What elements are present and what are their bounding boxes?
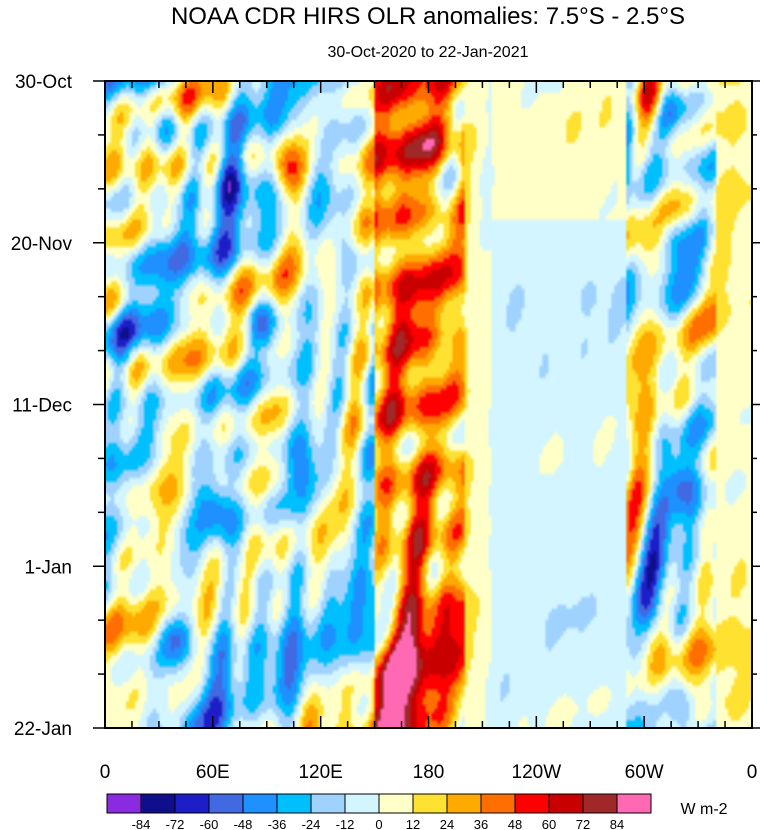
colorbar-swatch bbox=[106, 793, 142, 814]
colorbar-swatch bbox=[412, 793, 448, 814]
x-tick-label: 0 bbox=[100, 762, 111, 783]
colorbar-label: 12 bbox=[406, 817, 420, 830]
colorbar-swatch bbox=[480, 793, 516, 814]
colorbar-label: -72 bbox=[166, 817, 185, 830]
colorbar-swatch bbox=[242, 793, 278, 814]
colorbar-label: 84 bbox=[610, 817, 624, 830]
x-axis-tick-labels: 0 60E 120E 180 120W 60W 0 bbox=[100, 762, 758, 783]
colorbar-swatch bbox=[344, 793, 380, 814]
axis-ticks bbox=[93, 80, 760, 729]
colorbar-label: -12 bbox=[336, 817, 355, 830]
colorbar-swatch bbox=[548, 793, 584, 814]
colorbar-label: -84 bbox=[132, 817, 151, 830]
x-tick-label: 120E bbox=[298, 762, 342, 783]
colorbar-label: -36 bbox=[268, 817, 287, 830]
colorbar: -84 -72 -60 -48 -36 -24 -12 0 12 24 36 48 60 72 84 bbox=[106, 793, 652, 830]
colorbar-swatch bbox=[582, 793, 618, 814]
x-tick-label: 0 bbox=[747, 762, 758, 783]
x-tick-label: 60W bbox=[625, 762, 664, 783]
chart-title: NOAA CDR HIRS OLR anomalies: 7.5°S - 2.5… bbox=[171, 3, 685, 30]
plot-area bbox=[104, 80, 753, 729]
colorbar-units: W m-2 bbox=[680, 801, 727, 818]
colorbar-swatch bbox=[378, 793, 414, 814]
y-tick-label: 20-Nov bbox=[11, 234, 73, 255]
colorbar-label: 72 bbox=[576, 817, 590, 830]
y-axis-tick-labels: 30-Oct 20-Nov 11-Dec 1-Jan 22-Jan bbox=[11, 72, 73, 740]
colorbar-label: 60 bbox=[542, 817, 556, 830]
y-tick-label: 22-Jan bbox=[14, 719, 72, 740]
colorbar-label: 48 bbox=[508, 817, 522, 830]
colorbar-label: 0 bbox=[375, 817, 382, 830]
x-tick-label: 180 bbox=[413, 762, 445, 783]
x-tick-label: 60E bbox=[196, 762, 230, 783]
colorbar-swatch bbox=[140, 793, 176, 814]
colorbar-label: 24 bbox=[440, 817, 454, 830]
colorbar-swatch bbox=[276, 793, 312, 814]
y-tick-label: 1-Jan bbox=[24, 557, 72, 578]
y-tick-label: 11-Dec bbox=[12, 396, 72, 417]
colorbar-swatch bbox=[310, 793, 346, 814]
colorbar-label: -60 bbox=[200, 817, 219, 830]
colorbar-swatch bbox=[174, 793, 210, 814]
chart-subtitle: 30-Oct-2020 to 22-Jan-2021 bbox=[327, 44, 528, 61]
colorbar-label: -48 bbox=[234, 817, 253, 830]
colorbar-swatch bbox=[514, 793, 550, 814]
colorbar-label: 36 bbox=[474, 817, 488, 830]
x-tick-label: 120W bbox=[512, 762, 562, 783]
colorbar-swatch bbox=[616, 793, 652, 814]
heatmap-field bbox=[105, 81, 752, 728]
colorbar-swatch bbox=[208, 793, 244, 814]
y-tick-label: 30-Oct bbox=[15, 72, 73, 93]
colorbar-swatch bbox=[446, 793, 482, 814]
colorbar-label: -24 bbox=[302, 817, 321, 830]
